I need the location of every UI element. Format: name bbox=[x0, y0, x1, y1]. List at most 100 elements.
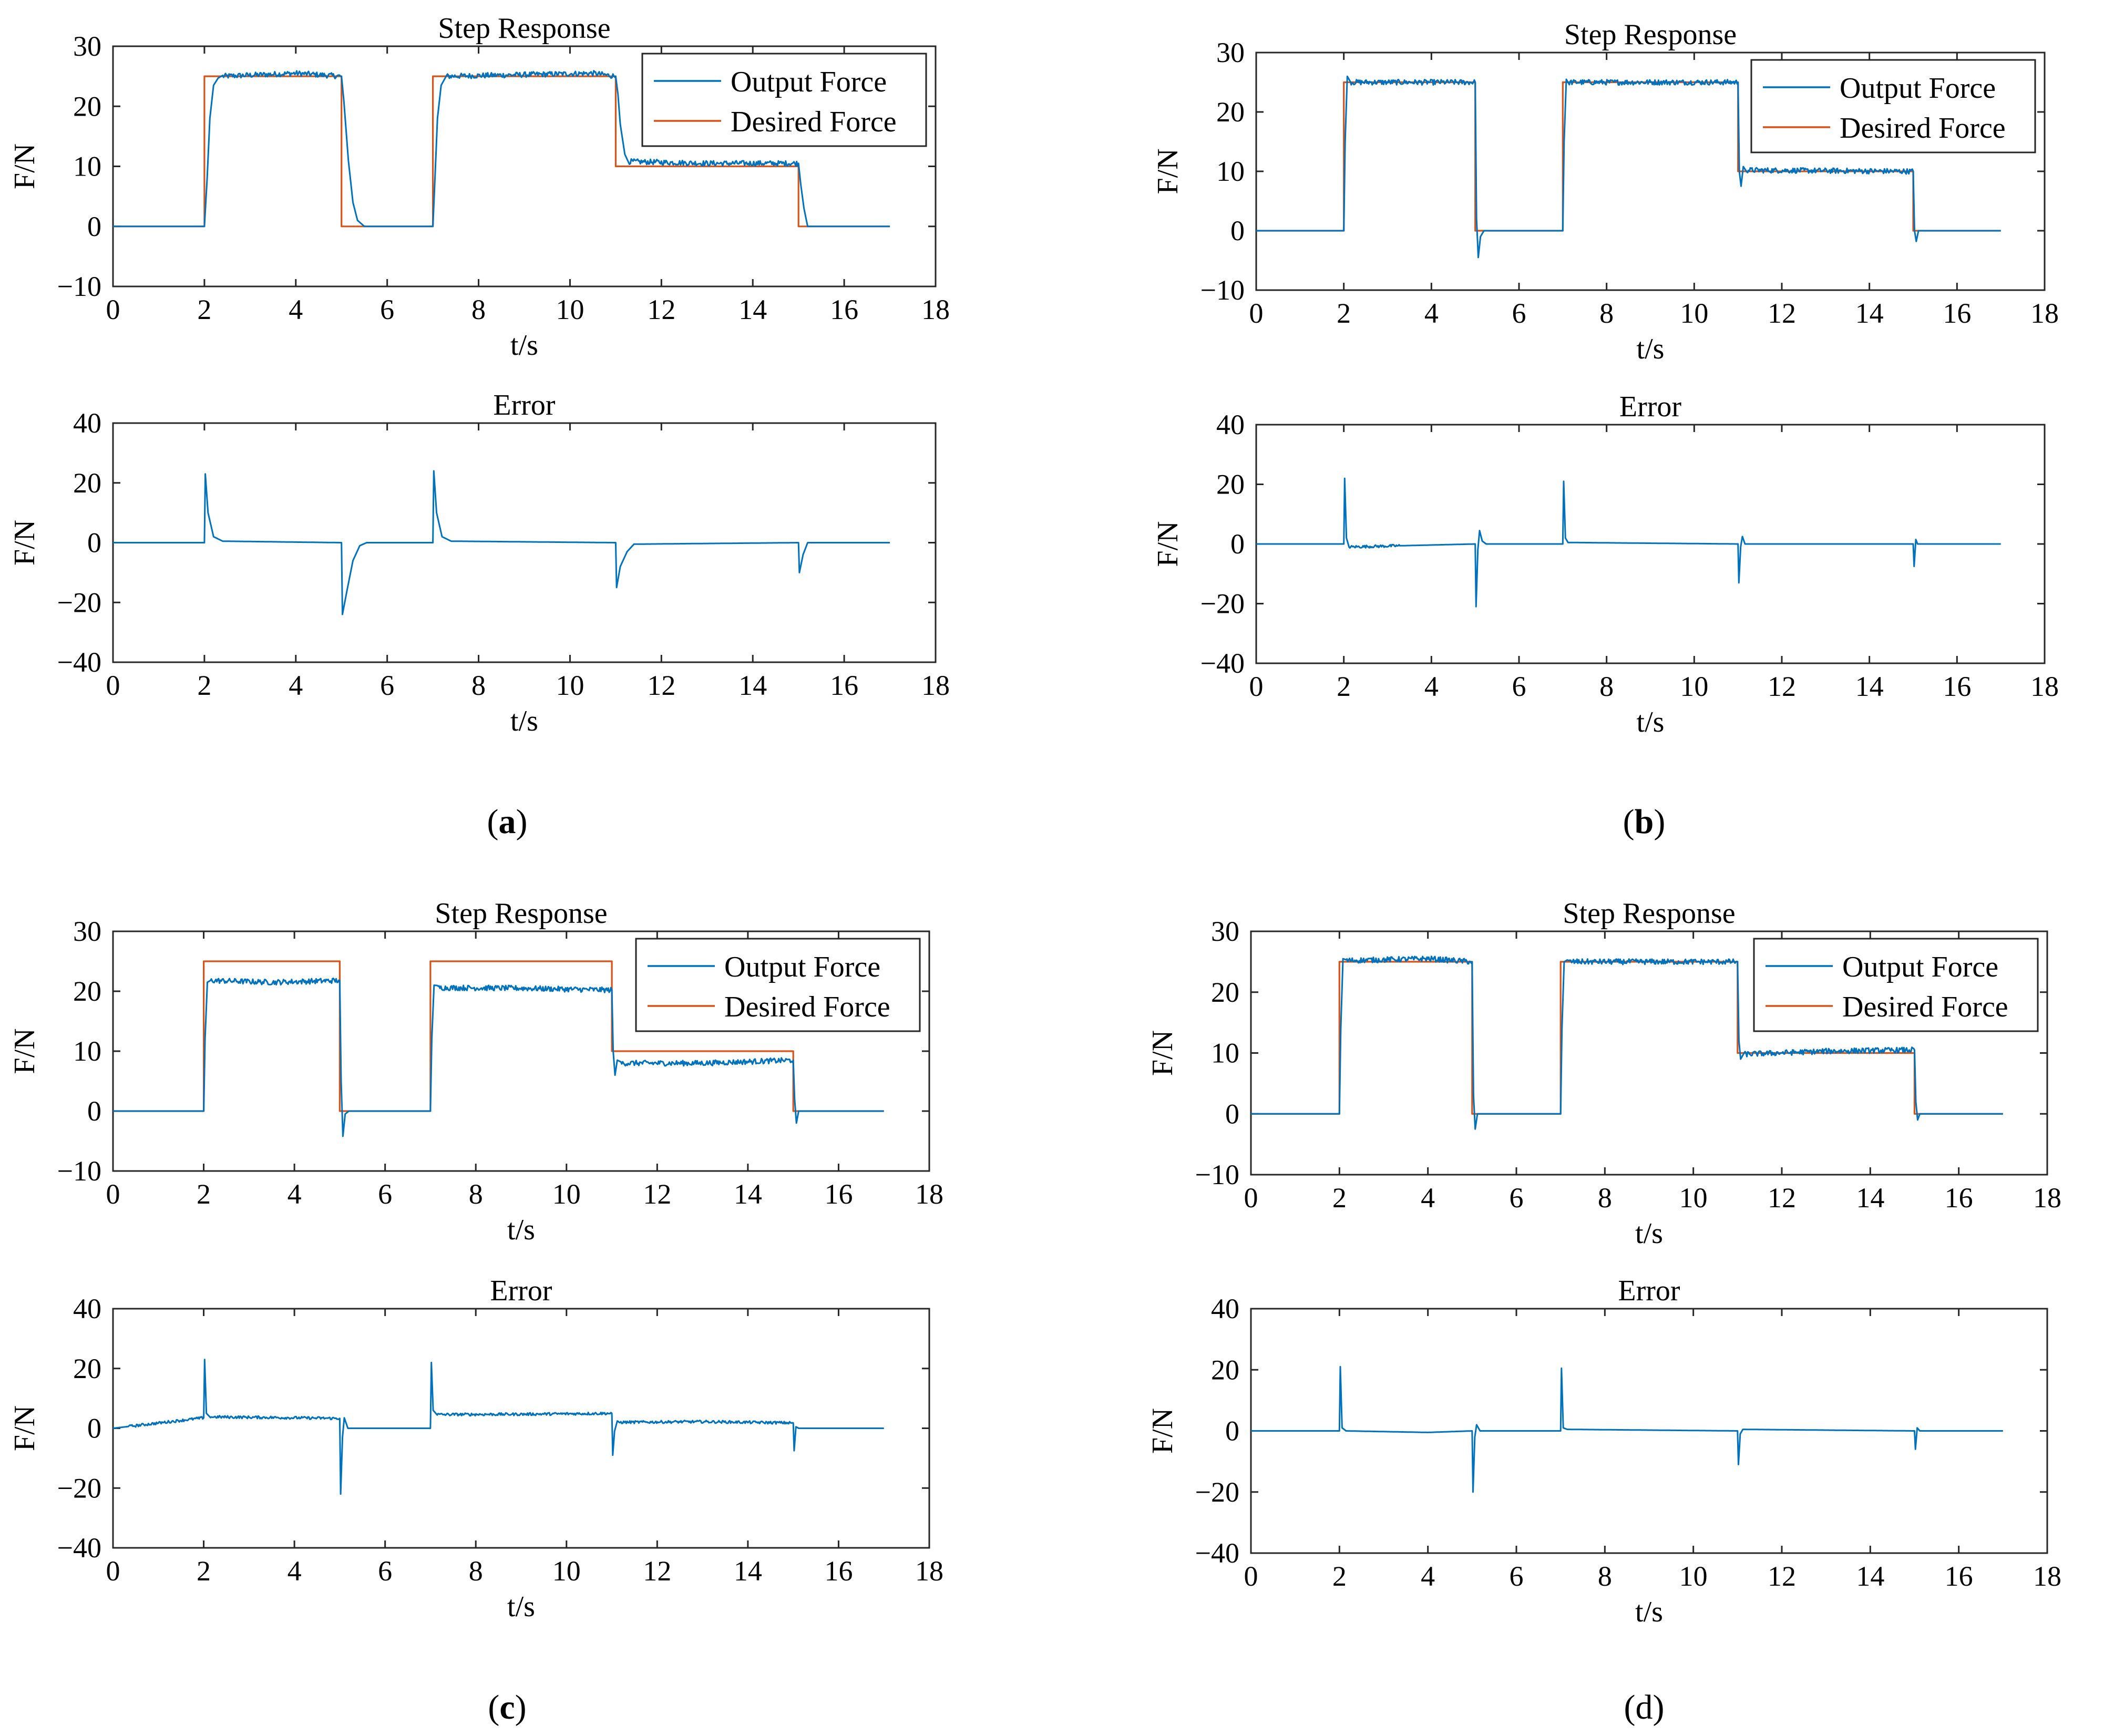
x-axis-label: t/s bbox=[1637, 706, 1665, 738]
x-tick-label: 8 bbox=[1599, 297, 1614, 329]
y-tick-label: −40 bbox=[1195, 1537, 1239, 1569]
x-tick-label: 16 bbox=[1945, 1182, 1973, 1214]
y-axis-label: F/N bbox=[8, 1028, 41, 1074]
y-axis-label: F/N bbox=[1146, 1030, 1179, 1076]
x-tick-label: 12 bbox=[643, 1178, 671, 1210]
legend-label-output: Output Force bbox=[724, 951, 880, 983]
y-tick-label: 30 bbox=[1216, 37, 1245, 68]
y-tick-label: −10 bbox=[1195, 1159, 1239, 1190]
y-tick-label: 0 bbox=[87, 1095, 101, 1127]
y-tick-label: 40 bbox=[73, 1293, 101, 1324]
x-axis-label: t/s bbox=[1637, 333, 1665, 365]
x-axis-label: t/s bbox=[507, 1214, 535, 1246]
y-tick-label: 10 bbox=[73, 151, 101, 182]
y-tick-label: 0 bbox=[87, 211, 101, 242]
x-tick-label: 0 bbox=[106, 1178, 120, 1210]
chart-title: Error bbox=[1618, 1275, 1680, 1307]
x-tick-label: 10 bbox=[1680, 671, 1708, 702]
y-axis-label: F/N bbox=[1146, 1408, 1179, 1454]
series-line-output bbox=[1251, 956, 2003, 1130]
x-tick-label: 12 bbox=[1768, 1182, 1796, 1214]
x-tick-label: 12 bbox=[1768, 297, 1796, 329]
y-tick-label: −10 bbox=[1200, 274, 1245, 306]
y-axis-label: F/N bbox=[1152, 148, 1184, 194]
y-tick-label: 20 bbox=[73, 467, 101, 499]
x-tick-label: 12 bbox=[643, 1555, 671, 1587]
y-tick-label: −20 bbox=[1195, 1476, 1239, 1508]
y-tick-label: 40 bbox=[1216, 409, 1245, 440]
x-tick-label: 6 bbox=[1510, 1182, 1524, 1214]
x-tick-label: 4 bbox=[1424, 671, 1439, 702]
y-tick-label: 0 bbox=[1230, 528, 1245, 560]
panel-label-d: (d) bbox=[1624, 1688, 1665, 1727]
x-tick-label: 6 bbox=[378, 1178, 392, 1210]
x-tick-label: 0 bbox=[1244, 1560, 1258, 1592]
x-tick-label: 0 bbox=[1244, 1182, 1258, 1214]
x-tick-label: 8 bbox=[1599, 671, 1614, 702]
x-tick-label: 16 bbox=[830, 294, 858, 325]
legend: Output Force Desired Force bbox=[1750, 59, 2036, 153]
x-axis-label: t/s bbox=[1635, 1596, 1663, 1628]
x-tick-label: 16 bbox=[1943, 671, 1971, 702]
x-tick-label: 12 bbox=[1768, 1560, 1796, 1592]
y-tick-label: 0 bbox=[1225, 1098, 1239, 1129]
x-tick-label: 14 bbox=[1856, 1182, 1884, 1214]
x-tick-label: 8 bbox=[471, 294, 486, 325]
x-tick-label: 4 bbox=[1421, 1560, 1435, 1592]
legend-label-desired: Desired Force bbox=[724, 991, 890, 1023]
x-tick-label: 10 bbox=[552, 1555, 581, 1587]
y-tick-label: 20 bbox=[73, 90, 101, 122]
x-tick-label: 12 bbox=[1768, 671, 1796, 702]
chart-title: Error bbox=[490, 1275, 552, 1307]
x-tick-label: 18 bbox=[2030, 297, 2059, 329]
legend-box bbox=[635, 938, 921, 1032]
x-tick-label: 16 bbox=[1945, 1560, 1973, 1592]
legend-box bbox=[641, 53, 927, 147]
x-tick-label: 6 bbox=[1510, 1560, 1524, 1592]
x-tick-label: 18 bbox=[921, 670, 950, 701]
x-axis-label: t/s bbox=[507, 1590, 535, 1623]
y-tick-label: 0 bbox=[87, 527, 101, 559]
x-tick-label: 10 bbox=[1680, 297, 1708, 329]
chart-d-error: 0 2 4 6 8 10 12 14 16 18 −40 −20 0 20 40 Error t/s F/N bbox=[1146, 1275, 2061, 1628]
x-tick-label: 8 bbox=[1598, 1182, 1612, 1214]
x-tick-label: 16 bbox=[830, 670, 858, 701]
x-tick-label: 14 bbox=[734, 1555, 762, 1587]
x-tick-label: 18 bbox=[915, 1555, 943, 1587]
legend: Output Force Desired Force bbox=[1753, 938, 2039, 1032]
legend-box bbox=[1753, 938, 2039, 1032]
series-line-output bbox=[113, 978, 884, 1137]
x-axis-label: t/s bbox=[1635, 1217, 1663, 1250]
x-tick-label: 4 bbox=[288, 1178, 302, 1210]
series-line-output bbox=[113, 70, 890, 228]
x-tick-label: 2 bbox=[1337, 671, 1351, 702]
y-tick-label: 30 bbox=[73, 30, 101, 62]
x-tick-label: 18 bbox=[2033, 1560, 2061, 1592]
x-tick-label: 6 bbox=[380, 294, 394, 325]
x-tick-label: 8 bbox=[471, 670, 486, 701]
y-tick-label: −40 bbox=[1200, 648, 1245, 679]
y-tick-label: 30 bbox=[1211, 916, 1239, 947]
x-tick-label: 4 bbox=[1421, 1182, 1435, 1214]
chart-b-error: 0 2 4 6 8 10 12 14 16 18 −40 −20 0 20 40 Error t/s F/N bbox=[1152, 391, 2059, 738]
x-tick-label: 14 bbox=[738, 294, 767, 325]
chart-title: Step Response bbox=[435, 897, 607, 930]
legend-label-desired: Desired Force bbox=[1842, 991, 2008, 1023]
series-line-output bbox=[1256, 75, 2001, 259]
y-tick-label: 10 bbox=[1216, 156, 1245, 187]
x-tick-label: 4 bbox=[288, 1555, 302, 1587]
panel-label-a: (a) bbox=[487, 803, 528, 841]
y-tick-label: 20 bbox=[1211, 1354, 1239, 1385]
x-tick-label: 4 bbox=[289, 670, 303, 701]
y-tick-label: 30 bbox=[73, 916, 101, 947]
x-tick-label: 14 bbox=[1856, 1560, 1884, 1592]
legend-label-desired: Desired Force bbox=[731, 106, 897, 138]
x-tick-label: 4 bbox=[289, 294, 303, 325]
x-tick-label: 14 bbox=[1855, 297, 1884, 329]
y-tick-label: 10 bbox=[1211, 1038, 1239, 1069]
x-tick-label: 8 bbox=[1598, 1560, 1612, 1592]
x-tick-label: 14 bbox=[738, 670, 767, 701]
panel-label-b: (b) bbox=[1623, 803, 1666, 841]
x-tick-label: 6 bbox=[378, 1555, 392, 1587]
